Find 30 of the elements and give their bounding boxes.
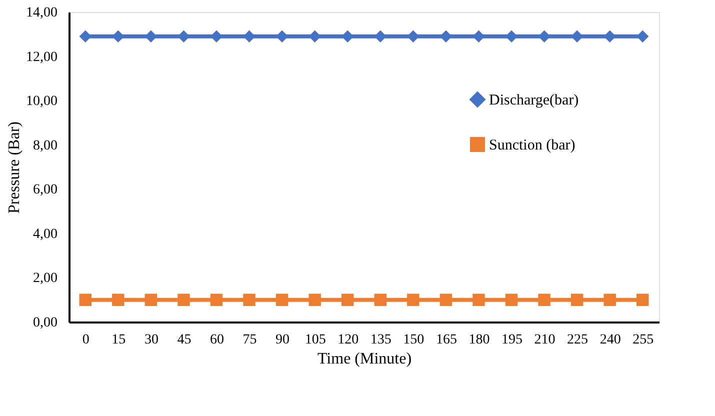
x-tick-label: 60	[210, 332, 224, 348]
y-tick-label: 6,00	[33, 182, 58, 198]
x-tick-label: 255	[632, 332, 654, 348]
x-tick-label: 75	[242, 332, 257, 348]
x-tick-label: 135	[370, 332, 392, 348]
x-tick-label: 150	[403, 332, 424, 348]
legend-label: Discharge(bar)	[489, 92, 579, 108]
y-tick-label: 2,00	[33, 271, 58, 286]
x-tick-label: 105	[304, 332, 326, 348]
y-tick-label: 8,00	[33, 138, 58, 154]
x-tick-label: 45	[177, 332, 192, 348]
x-tick-label: 225	[567, 332, 588, 348]
y-tick-label: 14,00	[26, 6, 58, 20]
x-tick-label: 165	[436, 332, 457, 348]
x-tick-label: 15	[112, 332, 126, 348]
x-tick-label: 195	[502, 332, 522, 348]
x-tick-label: 180	[468, 332, 490, 348]
y-tick-label: 12,00	[26, 50, 58, 65]
y-tick-label: 4,00	[33, 226, 58, 242]
x-tick-label: 240	[600, 332, 621, 348]
x-tick-label: 30	[144, 332, 158, 348]
x-tick-label: 0	[82, 332, 90, 348]
legend-label: Sunction (bar)	[489, 138, 576, 154]
x-axis-title: Time (Minute)	[317, 350, 412, 368]
y-axis-title: Pressure (Bar)	[6, 122, 23, 214]
x-tick-label: 90	[276, 332, 290, 348]
y-tick-label: 0,00	[33, 316, 58, 330]
y-tick-label: 10,00	[26, 94, 58, 110]
x-tick-label: 210	[534, 332, 556, 348]
x-tick-label: 120	[338, 332, 359, 348]
